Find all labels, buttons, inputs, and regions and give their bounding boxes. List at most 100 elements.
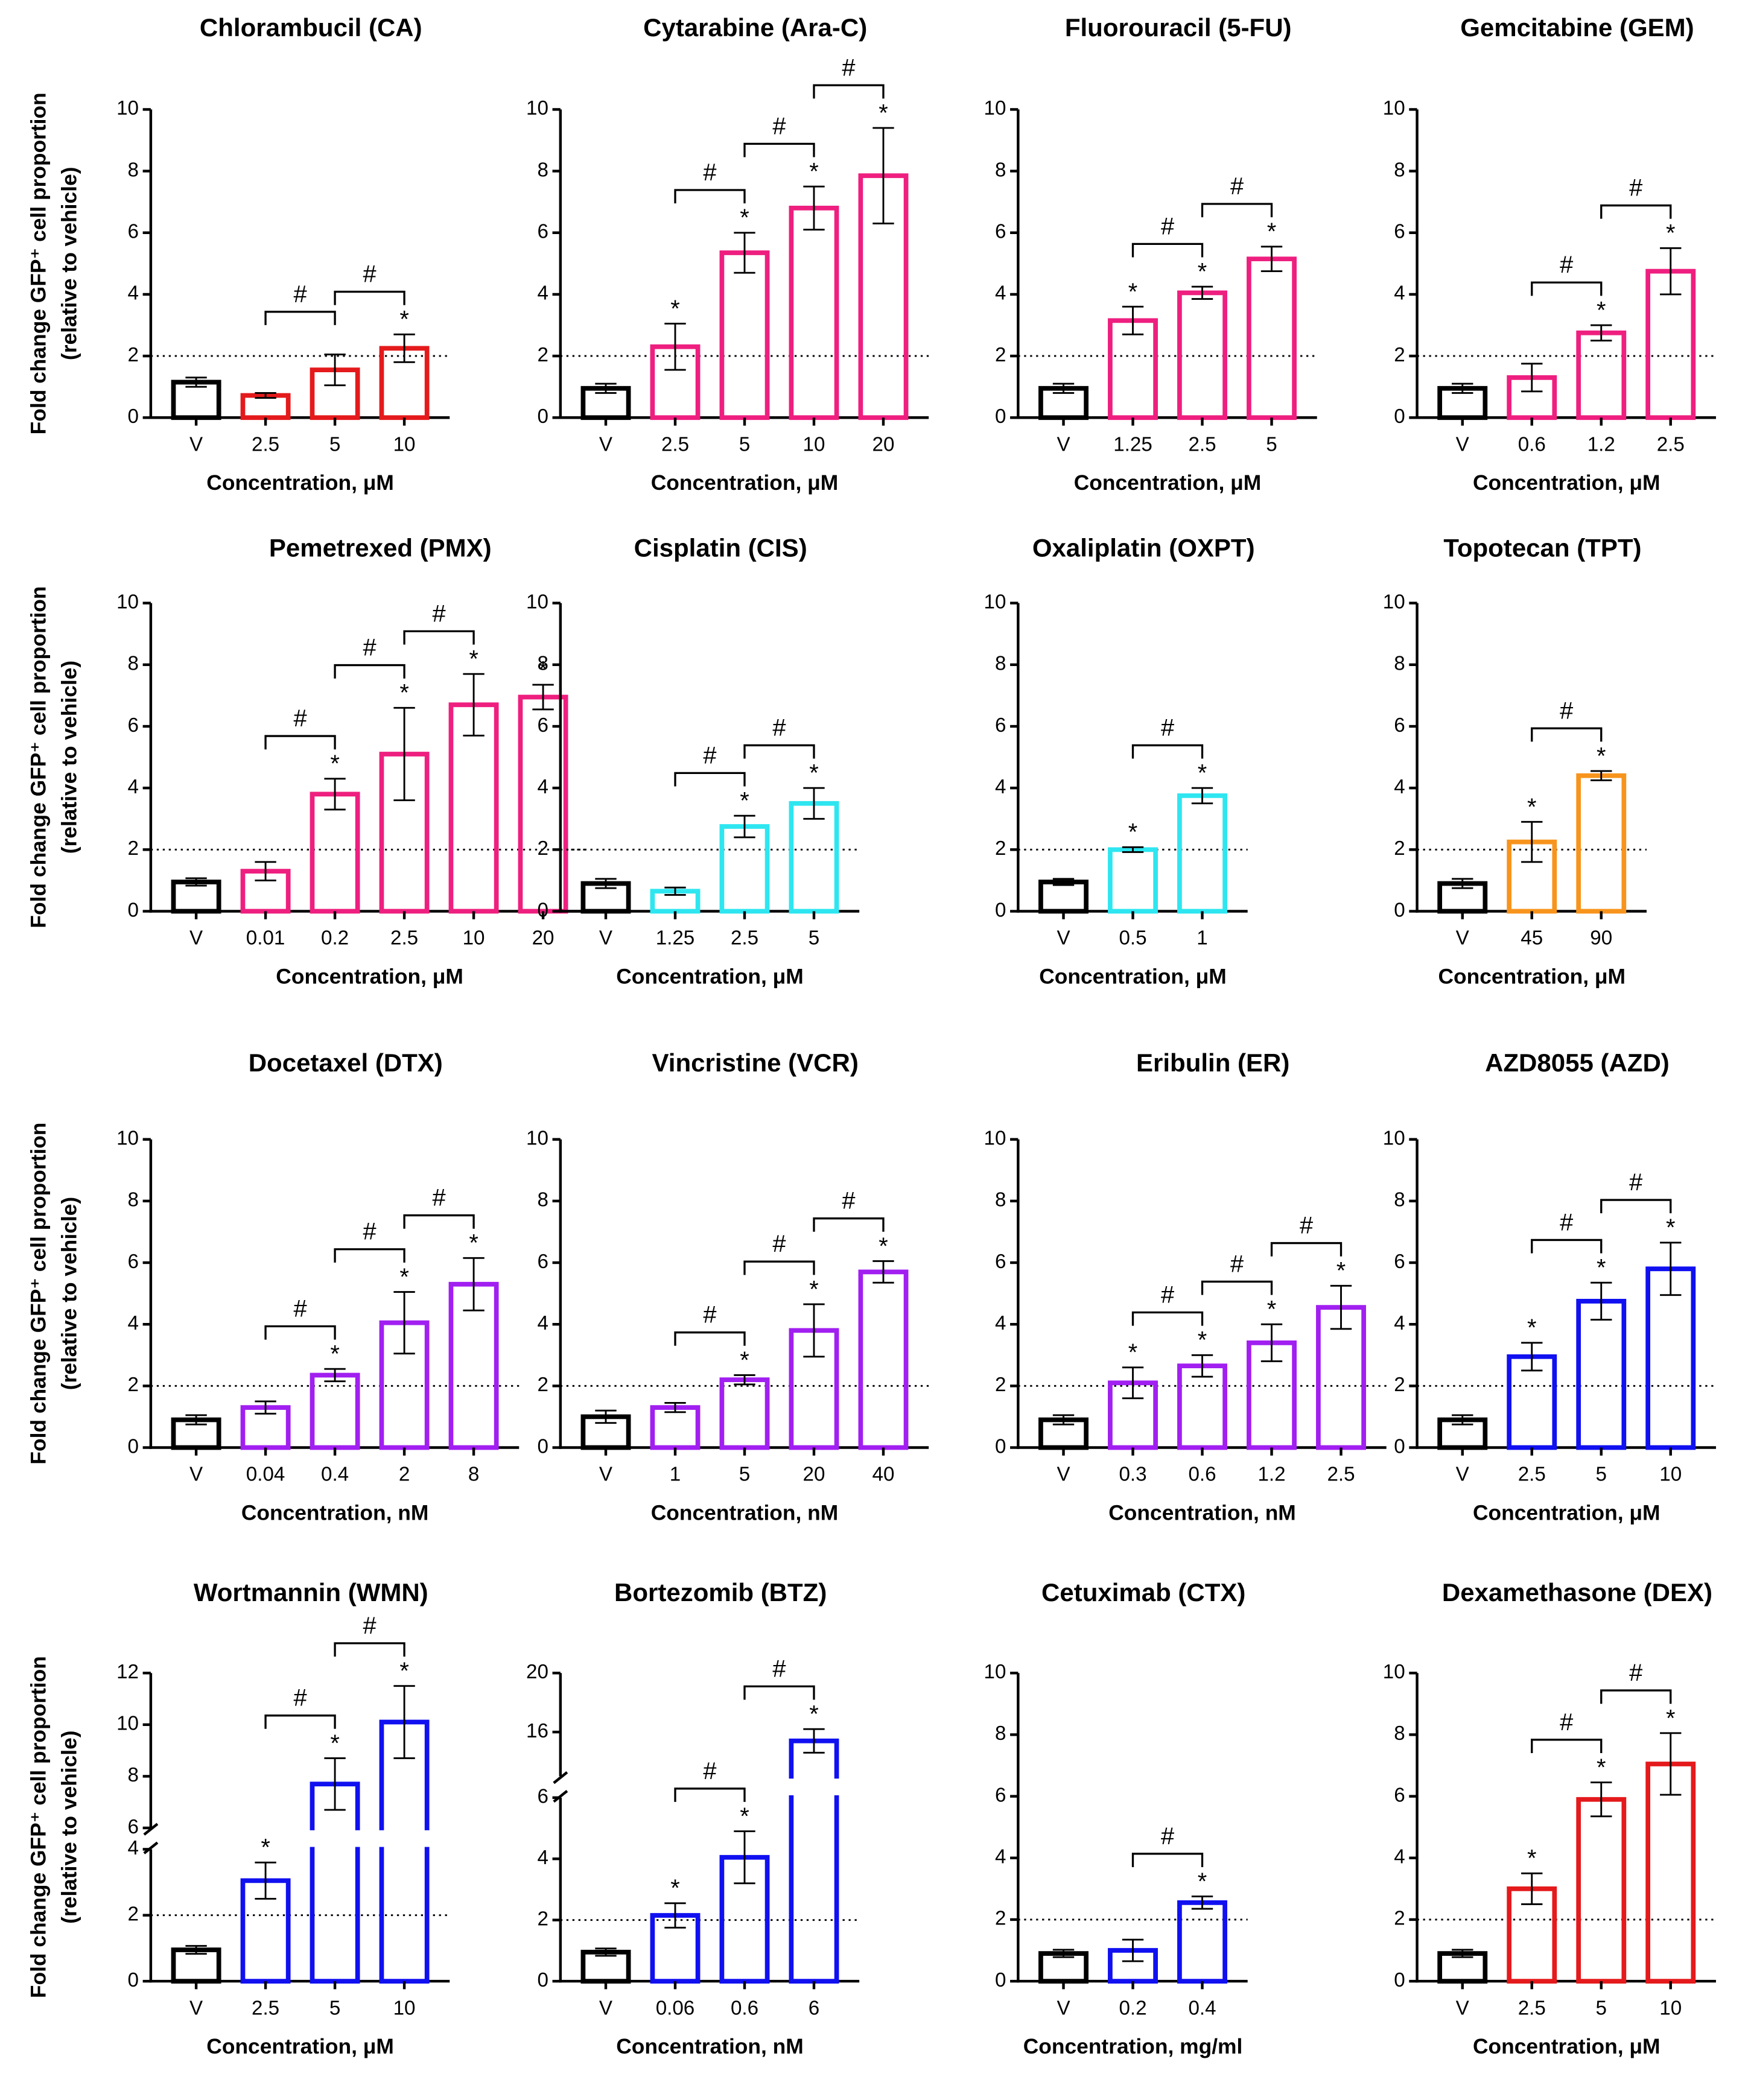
y-tick-label: 4 <box>1394 1846 1405 1868</box>
bracket-label: # <box>363 1219 377 1245</box>
x-axis-label: Concentration, nM <box>651 1501 839 1524</box>
panel: Wortmannin (WMN) 0 2 46 8 10 12 V 2.5 * 5 * 10 * # # Con… <box>27 1578 450 2058</box>
x-tick-label: 10 <box>1659 1997 1682 2019</box>
panel-title: Bortezomib (BTZ) <box>614 1578 827 1607</box>
y-tick-label: 6 <box>995 1784 1006 1806</box>
y-tick-label: 2 <box>1394 1908 1405 1930</box>
bracket-label: # <box>1161 213 1174 240</box>
error-bar <box>1660 1242 1682 1296</box>
bracket-label: # <box>1300 1213 1313 1239</box>
y-tick-label: 8 <box>128 653 139 675</box>
x-tick-label: V <box>1456 433 1469 455</box>
bracket <box>743 142 815 157</box>
y-tick-label: 10 <box>526 591 548 613</box>
bracket <box>334 290 405 305</box>
y-tick-label: 0 <box>128 1969 139 1991</box>
bracket <box>1270 1242 1343 1257</box>
y-tick-label: 0 <box>995 405 1006 428</box>
x-tick-label: V <box>189 927 203 950</box>
y-tick-label: 2 <box>995 344 1006 366</box>
bar <box>1108 847 1158 914</box>
y-tick-label: 2 <box>995 837 1006 860</box>
x-axis-label: Concentration, mg/ml <box>1023 2035 1243 2058</box>
y-tick-label: 8 <box>128 159 139 181</box>
x-axis-label: Concentration, μM <box>616 965 804 988</box>
bracket-label: # <box>294 705 307 732</box>
bar <box>310 1781 360 1984</box>
x-tick-label: 2.5 <box>1188 433 1216 455</box>
bracket-label: # <box>294 281 307 308</box>
x-tick-label: 0.6 <box>731 1997 758 2019</box>
y-tick-label: 10 <box>1383 591 1405 613</box>
bracket-label: # <box>432 600 445 627</box>
y-tick-label: 8 <box>128 1189 139 1211</box>
bracket <box>334 1642 405 1657</box>
panel-title: Chlorambucil (CA) <box>200 13 422 42</box>
bracket-label: # <box>772 113 786 139</box>
bracket <box>1201 1280 1273 1295</box>
panel: Docetaxel (DTX) 0 2 4 6 8 10 V 0.04 0.4 * 2 * 8 * # # # Co… <box>27 1048 520 1524</box>
error-bar <box>185 1945 207 1955</box>
error-bar <box>1191 285 1213 300</box>
bracket <box>264 1325 336 1340</box>
error-bar <box>664 1402 686 1413</box>
bracket <box>1600 204 1672 219</box>
error-bar <box>595 1947 617 1957</box>
significance-mark: * <box>1198 1868 1207 1895</box>
bracket <box>334 1248 405 1263</box>
x-tick-label: 1 <box>670 1464 681 1486</box>
y-tick-label: 6 <box>128 1251 139 1273</box>
bar <box>1645 1762 1696 1984</box>
error-bar <box>1591 1781 1612 1818</box>
x-tick-label: 0.2 <box>1119 1997 1146 2019</box>
y-tick-label: 8 <box>995 653 1006 675</box>
error-bar <box>185 1414 207 1426</box>
axis-break <box>553 1771 568 1784</box>
x-tick-label: V <box>599 433 612 455</box>
significance-mark: * <box>399 306 409 333</box>
bracket-label: # <box>1560 1209 1573 1236</box>
y-tick-label: 8 <box>537 1189 548 1211</box>
x-tick-label: 2.5 <box>661 433 689 455</box>
panel: Cisplatin (CIS) 0 2 4 6 8 10 V 1.25 2.5 * 5 * # # Conce… <box>526 533 860 988</box>
x-tick-label: 2.5 <box>1518 1464 1546 1486</box>
y-tick-label: 16 <box>526 1720 548 1742</box>
significance-mark: * <box>1267 1296 1277 1323</box>
error-bar <box>803 787 825 820</box>
bracket-label: # <box>772 1655 786 1682</box>
error-bar <box>1191 1895 1213 1910</box>
error-bar <box>595 878 617 889</box>
y-tick-label: 2 <box>1394 1374 1405 1396</box>
bracket <box>403 1214 475 1229</box>
y-tick-label: 10 <box>526 97 548 119</box>
x-tick-label: V <box>189 1997 203 2019</box>
x-tick-label: 10 <box>803 433 825 455</box>
bracket <box>674 1788 746 1802</box>
y-tick-label: 10 <box>1383 1661 1405 1683</box>
x-tick-label: 0.3 <box>1119 1464 1146 1486</box>
x-tick-label: V <box>599 1997 612 2019</box>
y-tick-label: 8 <box>1394 653 1405 675</box>
y-tick-label: 4 <box>995 776 1006 798</box>
error-bar <box>393 1291 415 1355</box>
error-bar <box>324 778 346 811</box>
y-tick-label: 8 <box>537 653 548 675</box>
x-tick-label: 2.5 <box>731 927 758 950</box>
significance-mark: * <box>809 1701 819 1728</box>
bracket-label: # <box>1629 1169 1642 1196</box>
bracket <box>1201 203 1273 218</box>
significance-mark: * <box>1527 1845 1537 1872</box>
x-axis-label: Concentration, μM <box>206 2035 394 2058</box>
significance-mark: * <box>1198 259 1207 285</box>
error-bar <box>595 1409 617 1424</box>
bracket <box>1531 727 1603 742</box>
bracket-label: # <box>1161 1281 1174 1308</box>
significance-mark: * <box>469 1230 478 1257</box>
x-tick-label: 10 <box>393 433 416 455</box>
x-tick-label: 5 <box>1596 1464 1607 1486</box>
x-axis-label: Concentration, μM <box>1473 471 1661 495</box>
x-tick-label: 0.4 <box>321 1464 349 1486</box>
error-bar <box>734 814 755 839</box>
error-bar <box>595 382 617 394</box>
y-tick-label: 2 <box>995 1374 1006 1396</box>
